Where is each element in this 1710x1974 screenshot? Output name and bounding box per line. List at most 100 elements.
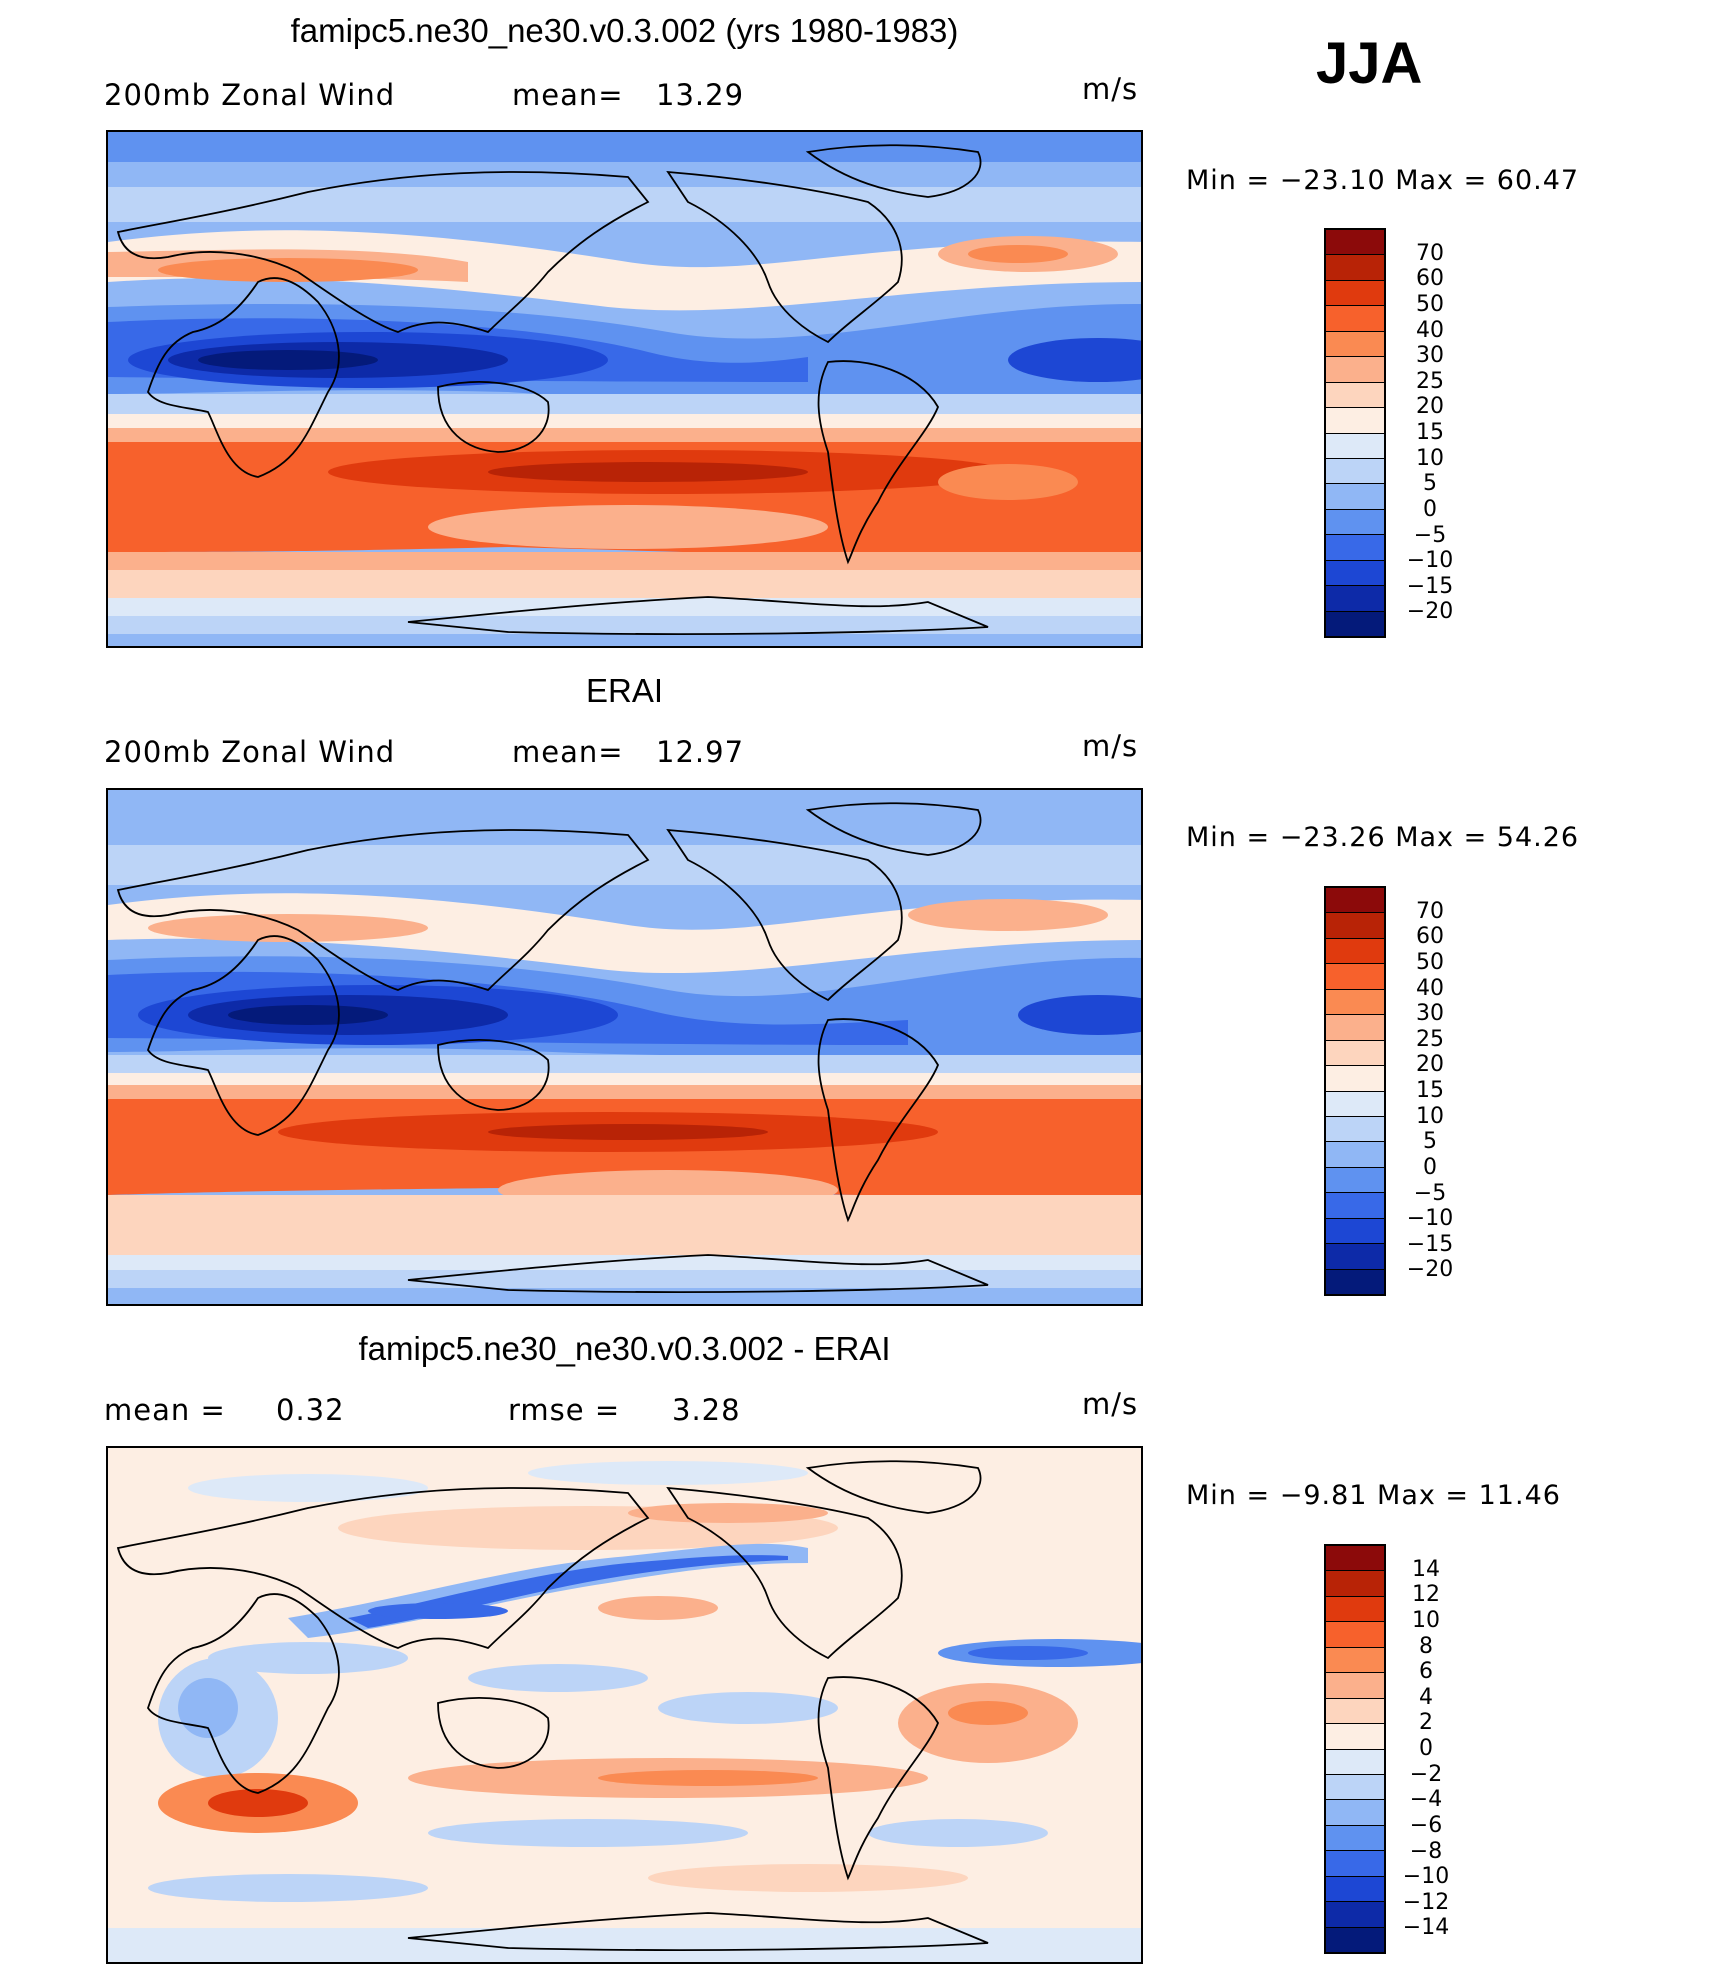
panel2-minmax: Min = −23.26 Max = 54.26: [1186, 822, 1580, 853]
colorbar-tick-label: −20: [1406, 599, 1454, 625]
panel1-units: m/s: [1082, 72, 1139, 106]
colorbar-tick-label: 8: [1419, 1633, 1433, 1659]
colorbar-swatch: [1326, 331, 1384, 358]
colorbar-tick-label: 50: [1416, 949, 1444, 975]
colorbar-swatch: [1326, 1546, 1384, 1572]
panel2-colorbar: [1324, 886, 1386, 1296]
colorbar-swatch: [1326, 1571, 1384, 1597]
colorbar-tick-label: 2: [1419, 1710, 1433, 1736]
colorbar-swatch: [1326, 1724, 1384, 1750]
colorbar-swatch: [1326, 938, 1384, 965]
panel2-mean-value: 12.97: [656, 735, 745, 769]
colorbar-swatch: [1326, 1622, 1384, 1648]
colorbar-swatch: [1326, 280, 1384, 307]
panel1-colorbar-labels: 70 60 50 40 30 25 20 15 10 5 0 −5 −10 −15 −20: [1400, 228, 1460, 638]
colorbar-swatch: [1326, 1193, 1384, 1219]
colorbar-tick-label: 40: [1416, 975, 1444, 1001]
colorbar-tick-label: 5: [1423, 471, 1437, 497]
panel2-variable-label: 200mb Zonal Wind: [104, 735, 396, 769]
panel3-units: m/s: [1082, 1387, 1139, 1421]
colorbar-tick-label: 60: [1416, 266, 1444, 292]
panel1-minmax: Min = −23.10 Max = 60.47: [1186, 165, 1580, 196]
colorbar-swatch: [1326, 1825, 1384, 1852]
colorbar-swatch: [1326, 1269, 1384, 1294]
colorbar-swatch: [1326, 1647, 1384, 1674]
panel2-contour-field: [108, 790, 1141, 1304]
colorbar-tick-label: 20: [1416, 1052, 1444, 1078]
colorbar-swatch: [1326, 382, 1384, 409]
colorbar-swatch: [1326, 1244, 1384, 1270]
panel2-map: [106, 788, 1143, 1306]
colorbar-tick-label: 70: [1416, 898, 1444, 924]
colorbar-swatch: [1326, 408, 1384, 434]
panel2-colorbar-labels: 70 60 50 40 30 25 20 15 10 5 0 −5 −10 −15 −20: [1400, 886, 1460, 1296]
colorbar-tick-label: −20: [1406, 1257, 1454, 1283]
colorbar-swatch: [1326, 357, 1384, 383]
colorbar-tick-label: −10: [1406, 548, 1454, 574]
colorbar-swatch: [1326, 1596, 1384, 1623]
colorbar-swatch: [1326, 1749, 1384, 1775]
panel3-map: [106, 1446, 1143, 1964]
colorbar-swatch: [1326, 433, 1384, 459]
colorbar-swatch: [1326, 1851, 1384, 1877]
colorbar-tick-label: 20: [1416, 394, 1444, 420]
panel1-contour-field: [108, 132, 1141, 646]
colorbar-tick-label: −2: [1409, 1761, 1443, 1787]
panel3-title: famipc5.ne30_ne30.v0.3.002 - ERAI: [358, 1330, 891, 1367]
colorbar-swatch: [1326, 964, 1384, 990]
colorbar-tick-label: −8: [1409, 1838, 1443, 1864]
colorbar-swatch: [1326, 230, 1384, 256]
colorbar-tick-label: 6: [1419, 1659, 1433, 1685]
colorbar-swatch: [1326, 458, 1384, 485]
colorbar-tick-label: −6: [1409, 1812, 1443, 1838]
panel1-title: famipc5.ne30_ne30.v0.3.002 (yrs 1980-198…: [290, 12, 959, 49]
colorbar-swatch: [1326, 484, 1384, 510]
colorbar-tick-label: −10: [1402, 1864, 1450, 1890]
colorbar-tick-label: 30: [1416, 343, 1444, 369]
panel1-mean-label: mean=: [512, 78, 624, 112]
colorbar-tick-label: 60: [1416, 924, 1444, 950]
colorbar-swatch: [1326, 1800, 1384, 1826]
colorbar-swatch: [1326, 1218, 1384, 1245]
colorbar-tick-label: −5: [1413, 1180, 1447, 1206]
colorbar-tick-label: 15: [1416, 420, 1444, 445]
panel1-map: [106, 130, 1143, 648]
panel1-variable-label: 200mb Zonal Wind: [104, 78, 396, 112]
colorbar-tick-label: 0: [1419, 1736, 1433, 1761]
colorbar-swatch: [1326, 1015, 1384, 1041]
colorbar-tick-label: 0: [1423, 1154, 1437, 1180]
panel1-mean-value: 13.29: [656, 78, 745, 112]
colorbar-swatch: [1326, 535, 1384, 561]
colorbar-tick-label: −14: [1402, 1915, 1450, 1941]
colorbar-tick-label: 30: [1416, 1001, 1444, 1027]
colorbar-swatch: [1326, 1167, 1384, 1194]
colorbar-tick-label: 0: [1423, 496, 1437, 522]
colorbar-swatch: [1326, 1091, 1384, 1117]
panel3-contour-field: [108, 1448, 1141, 1962]
colorbar-tick-label: 14: [1412, 1556, 1440, 1582]
colorbar-swatch: [1326, 1116, 1384, 1143]
colorbar-tick-label: 70: [1416, 240, 1444, 266]
panel3-mean-label: mean =: [104, 1393, 226, 1427]
colorbar-swatch: [1326, 255, 1384, 281]
colorbar-swatch: [1326, 1698, 1384, 1725]
colorbar-tick-label: −10: [1406, 1206, 1454, 1232]
colorbar-tick-label: 10: [1416, 1103, 1444, 1129]
colorbar-swatch: [1326, 888, 1384, 914]
colorbar-swatch: [1326, 913, 1384, 939]
panel3-rmse-label: rmse =: [508, 1393, 621, 1427]
colorbar-tick-label: −15: [1406, 573, 1454, 599]
colorbar-tick-label: −5: [1413, 522, 1447, 548]
colorbar-tick-label: 10: [1416, 445, 1444, 471]
colorbar-tick-label: 25: [1416, 1026, 1444, 1052]
colorbar-swatch: [1326, 611, 1384, 636]
colorbar-tick-label: 12: [1412, 1582, 1440, 1608]
colorbar-tick-label: −15: [1406, 1231, 1454, 1257]
panel1-colorbar: [1324, 228, 1386, 638]
season-label: JJA: [1316, 31, 1423, 96]
panel3-colorbar-labels: 14 12 10 8 6 4 2 0 −2 −4 −6 −8 −10 −12 −14: [1396, 1544, 1456, 1954]
colorbar-swatch: [1326, 1876, 1384, 1903]
colorbar-swatch: [1326, 1142, 1384, 1168]
panel3-mean-value: 0.32: [276, 1393, 345, 1427]
colorbar-tick-label: 15: [1416, 1078, 1444, 1103]
